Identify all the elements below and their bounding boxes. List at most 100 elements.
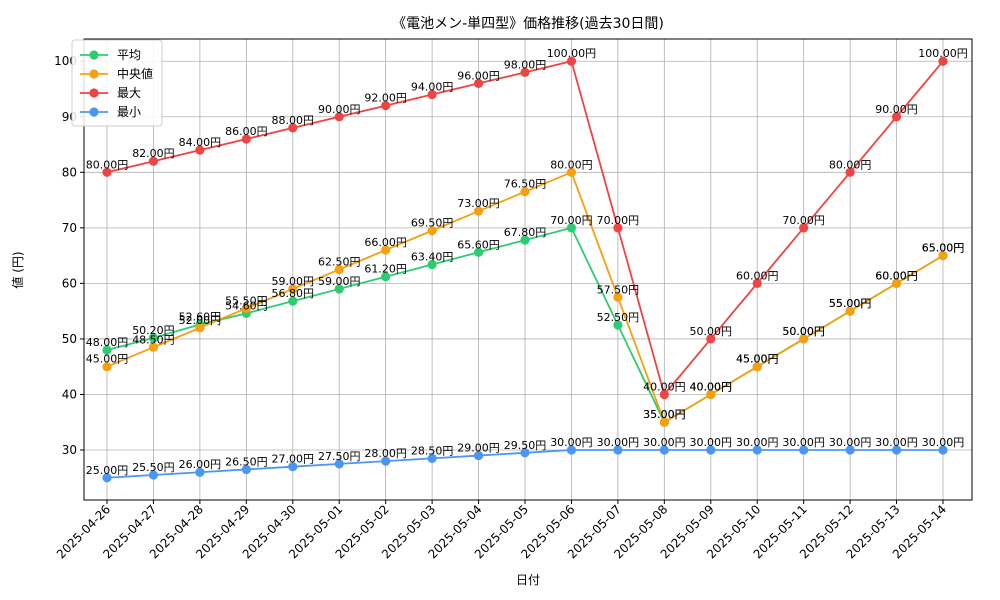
data-point [799,223,809,233]
data-label: 29.50円 [504,439,547,452]
data-label: 70.00円 [550,214,593,227]
data-label: 62.50円 [318,256,361,269]
data-point [334,112,344,122]
data-label: 60.00円 [736,269,779,282]
legend-swatch-marker [89,107,99,117]
data-label: 69.50円 [411,217,454,230]
data-label: 27.00円 [272,453,315,466]
data-point [613,292,623,302]
data-label: 52.60円 [179,310,222,323]
data-label: 92.00円 [364,92,407,105]
data-label: 80.00円 [829,158,872,171]
data-label: 35.00円 [643,408,686,421]
data-label: 82.00円 [132,147,175,160]
data-point [706,445,716,455]
data-point [938,56,948,66]
data-point [288,296,298,306]
data-point [706,334,716,344]
y-tick-label: 50 [62,332,77,346]
data-point [381,456,391,466]
data-label: 55.00円 [829,297,872,310]
data-point [659,417,669,427]
data-point [613,445,623,455]
data-label: 59.00円 [318,275,361,288]
data-label: 100.00円 [918,47,968,60]
plot-frame [83,38,973,501]
data-label: 80.00円 [550,158,593,171]
data-point [799,334,809,344]
data-label: 26.50円 [225,455,268,468]
data-label: 100.00円 [547,47,597,60]
data-point [752,445,762,455]
data-point [938,445,948,455]
data-point [473,206,484,216]
data-point [288,123,298,133]
data-point [195,145,205,155]
data-point [427,453,437,463]
y-tick-label: 40 [62,387,77,401]
data-label: 90.00円 [318,103,361,116]
data-point [473,450,484,461]
y-tick-label: 100 [54,54,77,68]
data-label: 76.50円 [504,178,547,191]
data-label: 57.50円 [597,283,640,296]
data-label: 28.50円 [411,444,454,457]
data-point [102,473,112,483]
y-tick-label: 60 [62,276,77,290]
data-label: 26.00円 [179,458,222,471]
data-label: 60.00円 [875,269,918,282]
data-point [938,251,948,261]
data-point [891,112,902,122]
data-point [381,101,391,111]
data-point [381,245,391,255]
data-point [752,362,762,372]
data-point [148,333,159,343]
data-point [288,284,298,294]
y-tick-label: 30 [62,443,77,457]
data-label: 29.00円 [457,442,500,455]
y-axis-label: 値 (円) [10,251,25,288]
data-label: 59.00円 [272,275,315,288]
data-point [195,467,205,477]
data-label: 86.00円 [225,125,268,138]
x-axis: 2025-04-262025-04-272025-04-282025-04-29… [54,500,949,561]
data-label: 35.00円 [643,408,686,421]
data-point [566,167,577,177]
data-label: 50.20円 [132,324,175,337]
grid [84,39,972,500]
data-labels: 48.00円50.20円52.60円54.60円56.80円59.00円61.2… [86,47,968,477]
data-point [381,272,391,282]
data-point [195,323,205,333]
data-point [566,56,577,66]
data-label: 30.00円 [643,436,686,449]
data-label: 25.00円 [86,464,129,477]
legend-label: 最小 [117,105,141,119]
data-point [241,303,251,313]
data-label: 45.00円 [736,353,779,366]
data-label: 30.00円 [875,436,918,449]
data-label: 80.00円 [86,158,129,171]
data-label: 55.50円 [225,294,268,307]
data-label: 60.00円 [875,269,918,282]
data-label: 90.00円 [875,103,918,116]
data-label: 73.00円 [457,197,500,210]
data-point [891,278,902,288]
data-label: 45.00円 [86,353,129,366]
data-point [659,389,669,400]
data-label: 30.00円 [922,436,965,449]
data-point [148,470,159,480]
data-label: 94.00円 [411,81,454,94]
legend-label: 最大 [117,86,141,100]
legend-label: 中央値 [117,66,153,81]
data-point [427,226,437,236]
data-label: 27.50円 [318,450,361,463]
data-label: 30.00円 [550,436,593,449]
chart-title: 《電池メン-単四型》価格推移(過去30日間) [392,16,664,32]
data-label: 52.00円 [179,314,222,327]
data-label: 48.50円 [132,333,175,346]
data-label: 45.00円 [736,353,779,366]
y-tick-label: 70 [62,221,77,235]
